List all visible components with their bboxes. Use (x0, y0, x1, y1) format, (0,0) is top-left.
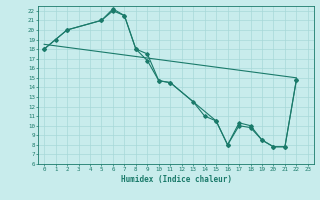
X-axis label: Humidex (Indice chaleur): Humidex (Indice chaleur) (121, 175, 231, 184)
